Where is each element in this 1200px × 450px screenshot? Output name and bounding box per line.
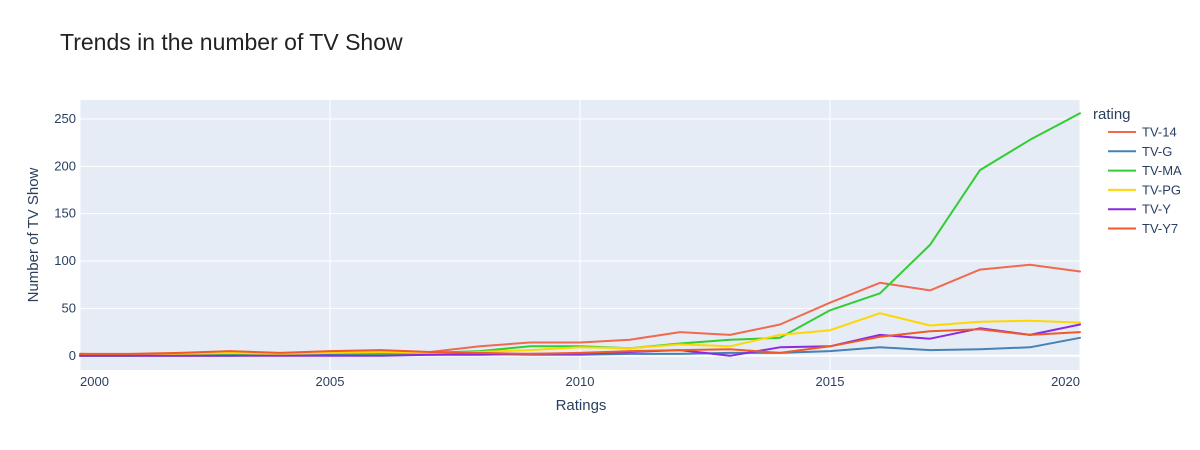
legend-title: rating — [1093, 106, 1131, 123]
y-tick-label: 100 — [54, 253, 76, 268]
x-tick-label: 2020 — [1051, 374, 1080, 389]
legend-item-tv-14[interactable]: TV-14 — [1108, 125, 1177, 140]
y-tick-label: 0 — [69, 348, 76, 363]
y-tick-label: 150 — [54, 206, 76, 221]
legend-label: TV-Y7 — [1142, 221, 1178, 236]
x-tick-label: 2005 — [316, 374, 345, 389]
legend-item-tv-y7[interactable]: TV-Y7 — [1108, 221, 1178, 236]
series-line-tv-y7 — [79, 328, 1081, 355]
y-tick-label: 200 — [54, 158, 76, 173]
y-axis-title: Number of TV Show — [25, 167, 42, 302]
legend: rating TV-14 TV-G TV-MA TV-PG TV-Y TV-Y7 — [1093, 106, 1182, 236]
series-lines — [79, 112, 1081, 357]
series-line-tv-ma — [79, 112, 1081, 357]
series-line-tv-pg — [79, 312, 1081, 356]
legend-label: TV-Y — [1142, 202, 1171, 217]
x-tick-label: 2010 — [566, 374, 595, 389]
legend-label: TV-G — [1142, 144, 1172, 159]
x-tick-label: 2000 — [80, 374, 109, 389]
x-axis-ticks: 2000 2005 2010 2015 2020 — [80, 374, 1080, 389]
legend-label: TV-PG — [1142, 182, 1181, 197]
legend-label: TV-14 — [1142, 125, 1177, 140]
x-tick-label: 2015 — [816, 374, 845, 389]
legend-item-tv-y[interactable]: TV-Y — [1108, 202, 1171, 217]
legend-item-tv-ma[interactable]: TV-MA — [1108, 163, 1182, 178]
x-axis-title: Ratings — [556, 397, 607, 414]
legend-label: TV-MA — [1142, 163, 1182, 178]
y-tick-label: 50 — [62, 300, 76, 315]
y-tick-label: 250 — [54, 111, 76, 126]
y-axis-ticks: 0 50 100 150 200 250 — [54, 111, 76, 363]
legend-item-tv-g[interactable]: TV-G — [1108, 144, 1172, 159]
legend-item-tv-pg[interactable]: TV-PG — [1108, 182, 1181, 197]
chart-title: Trends in the number of TV Show — [60, 29, 403, 55]
